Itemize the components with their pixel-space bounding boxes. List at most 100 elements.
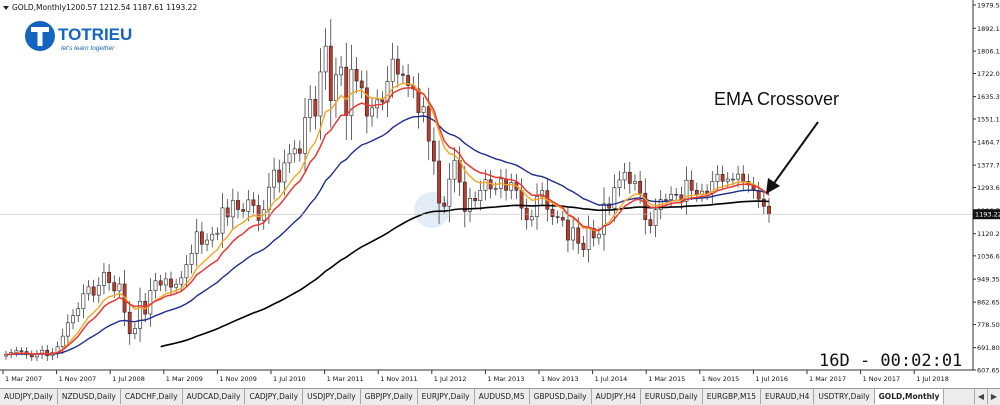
current-price-label: 1193.22 [975, 211, 1000, 219]
candle-bull [586, 228, 591, 250]
candle-bull [653, 209, 658, 227]
candle-bull [132, 328, 137, 335]
candle-bear [416, 88, 421, 113]
candle-countdown-timer: 16D - 00:02:01 [819, 351, 962, 371]
candle-bull [478, 190, 483, 201]
chart-tab[interactable]: GBPJPY,Daily [361, 389, 418, 404]
candle-bull [612, 187, 617, 209]
chart-tab[interactable]: AUDCAD,Daily [183, 389, 246, 404]
chart-background [0, 0, 1000, 388]
candle-bull [76, 308, 81, 316]
candle-bear [648, 219, 653, 227]
chart-tab[interactable]: EURGBP,M15 [703, 389, 762, 404]
candle-bull [385, 81, 390, 103]
candle-bear [550, 208, 555, 217]
chart-tab[interactable]: AUDUSD,M5 [475, 389, 530, 404]
time-tick-label: 1 Jul 2016 [755, 375, 788, 383]
tab-scroll-left-icon[interactable]: ◀ [974, 389, 987, 404]
candle-bear [256, 205, 261, 221]
candle-bull [138, 300, 142, 329]
candle-bear [442, 202, 447, 207]
candle-bull [148, 290, 153, 315]
time-tick-label: 1 Mar 2015 [648, 375, 685, 383]
candle-bull [725, 178, 730, 182]
time-tick-label: 1 Mar 2009 [166, 375, 203, 383]
price-axis-background [973, 0, 1000, 388]
chart-tab[interactable]: GBPUSD,Daily [530, 389, 592, 404]
candle-bear [560, 217, 565, 221]
price-chart[interactable]: 1979.55 1892.15 1806.15 1722.00 1635.30 1551.… [0, 0, 1000, 388]
chart-tab[interactable]: EURUSD,Daily [641, 389, 703, 404]
candle-bull [163, 278, 168, 286]
candle-bull [334, 74, 338, 101]
price-tick-label: 1551.15 [977, 115, 1000, 123]
ema-long-line [160, 200, 770, 348]
chart-tab[interactable]: CADCHF,Daily [121, 389, 183, 404]
candle-bull [493, 188, 498, 190]
candle-bear [401, 73, 405, 76]
candle-bear [720, 174, 725, 182]
time-tick-label: 1 Jul 2018 [916, 375, 949, 383]
chart-tab[interactable]: AUDJPY,H4 [592, 389, 641, 404]
candle-bear [380, 99, 385, 103]
candle-bull [468, 198, 472, 212]
ema-fast-line [5, 87, 770, 356]
candle-bull [736, 173, 740, 180]
candle-bear [576, 227, 581, 244]
candle-bull [14, 350, 19, 353]
candle-bull [617, 179, 622, 188]
candle-bull [179, 277, 184, 285]
candle-bear [359, 80, 364, 89]
candle-bear [107, 271, 112, 283]
candle-bear [638, 180, 643, 194]
candle-bull [303, 117, 307, 154]
candle-bull [215, 232, 220, 235]
candle-bull [86, 286, 91, 295]
logo-tagline: let's learn together [61, 45, 115, 52]
chart-tab[interactable]: GOLD,Monthly [874, 389, 945, 404]
chart-tab[interactable]: EURAUD,H4 [761, 389, 815, 404]
candle-bull [230, 200, 235, 218]
symbol-timeframe-label: GOLD,Monthly [12, 3, 67, 12]
annotation-arrow [766, 121, 819, 194]
candle-bear [607, 203, 612, 209]
time-tick-label: 1 Mar 2017 [809, 375, 846, 383]
tab-scroll-right-icon[interactable]: ▶ [987, 389, 1000, 404]
price-tick-label: 949.35 [977, 276, 1000, 284]
candle-bull [282, 162, 287, 183]
candle-bear [297, 148, 302, 154]
candle-bear [627, 171, 632, 184]
candle-bull [602, 203, 606, 235]
current-price-marker [973, 209, 1000, 220]
candle-bull [184, 264, 189, 279]
chart-tab[interactable]: CADJPY,Daily [245, 389, 304, 404]
chart-tab[interactable]: AUDJPY,Daily [0, 389, 58, 404]
candle-bull [272, 169, 276, 188]
candle-bear [19, 350, 24, 352]
chart-tab[interactable]: EURJPY,Daily [418, 389, 475, 404]
candle-bull [292, 148, 297, 155]
candle-bull [731, 178, 735, 181]
candle-bull [205, 239, 209, 245]
candle-bear [761, 198, 766, 207]
candle-bull [174, 283, 179, 288]
candle-bull [633, 180, 637, 184]
candle-bear [277, 169, 282, 183]
candle-bear [756, 190, 761, 200]
candle-bull [684, 179, 689, 202]
chart-tab[interactable]: USDJPY,Daily [303, 389, 361, 404]
candle-bull [96, 285, 101, 296]
candle-bull [370, 107, 374, 117]
candle-bull [246, 199, 251, 212]
candle-bull [390, 58, 395, 82]
dropdown-triangle-icon[interactable] [3, 6, 9, 10]
candle-bear [566, 219, 570, 241]
time-axis[interactable]: 1 Mar 2007 1 Nov 2007 1 Jul 2008 1 Mar 2009… [2, 370, 949, 383]
candle-bear [169, 278, 173, 288]
price-axis[interactable]: 1979.55 1892.15 1806.15 1722.00 1635.30 1551.… [973, 2, 1000, 375]
chart-tab[interactable]: USDTRY,Daily [814, 389, 875, 404]
chart-tab[interactable]: NZDUSD,Daily [58, 389, 121, 404]
candle-bull [540, 190, 545, 197]
candle-bear [112, 282, 117, 292]
candle-bull [65, 322, 70, 337]
